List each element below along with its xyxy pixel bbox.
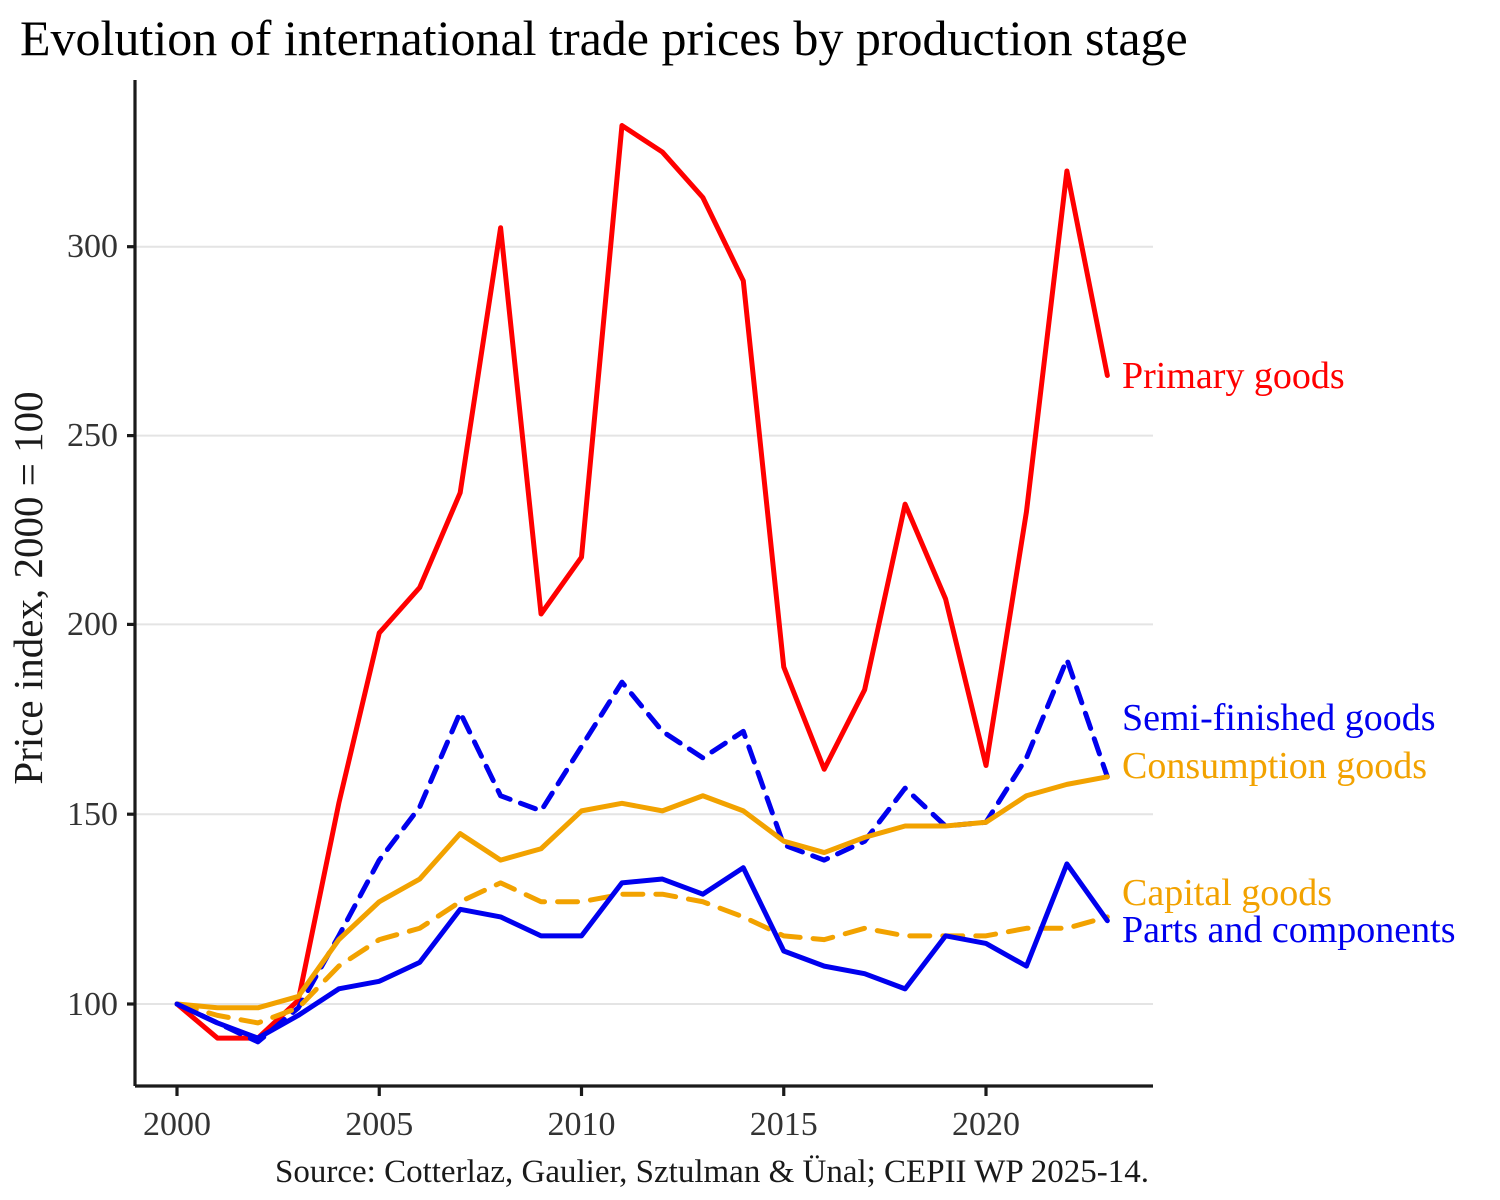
svg-text:Capital goods: Capital goods (1122, 872, 1332, 914)
svg-text:2010: 2010 (548, 1106, 616, 1143)
svg-text:300: 300 (67, 228, 118, 265)
svg-text:Evolution of international tra: Evolution of international trade prices … (20, 10, 1188, 66)
svg-text:2020: 2020 (952, 1106, 1020, 1143)
svg-text:2005: 2005 (345, 1106, 413, 1143)
svg-text:2015: 2015 (750, 1106, 818, 1143)
svg-text:Primary goods: Primary goods (1122, 355, 1345, 397)
svg-text:Parts and components: Parts and components (1122, 909, 1456, 951)
svg-text:Source: Cotterlaz, Gaulier, Sz: Source: Cotterlaz, Gaulier, Sztulman & Ü… (275, 1154, 1149, 1190)
svg-text:Semi-finished goods: Semi-finished goods (1122, 697, 1435, 739)
svg-text:2000: 2000 (143, 1106, 211, 1143)
svg-text:100: 100 (67, 986, 118, 1023)
svg-text:150: 150 (67, 796, 118, 833)
svg-text:250: 250 (67, 417, 118, 454)
svg-text:Consumption goods: Consumption goods (1122, 745, 1427, 787)
svg-text:200: 200 (67, 606, 118, 643)
svg-text:Price index, 2000 = 100: Price index, 2000 = 100 (5, 391, 51, 784)
